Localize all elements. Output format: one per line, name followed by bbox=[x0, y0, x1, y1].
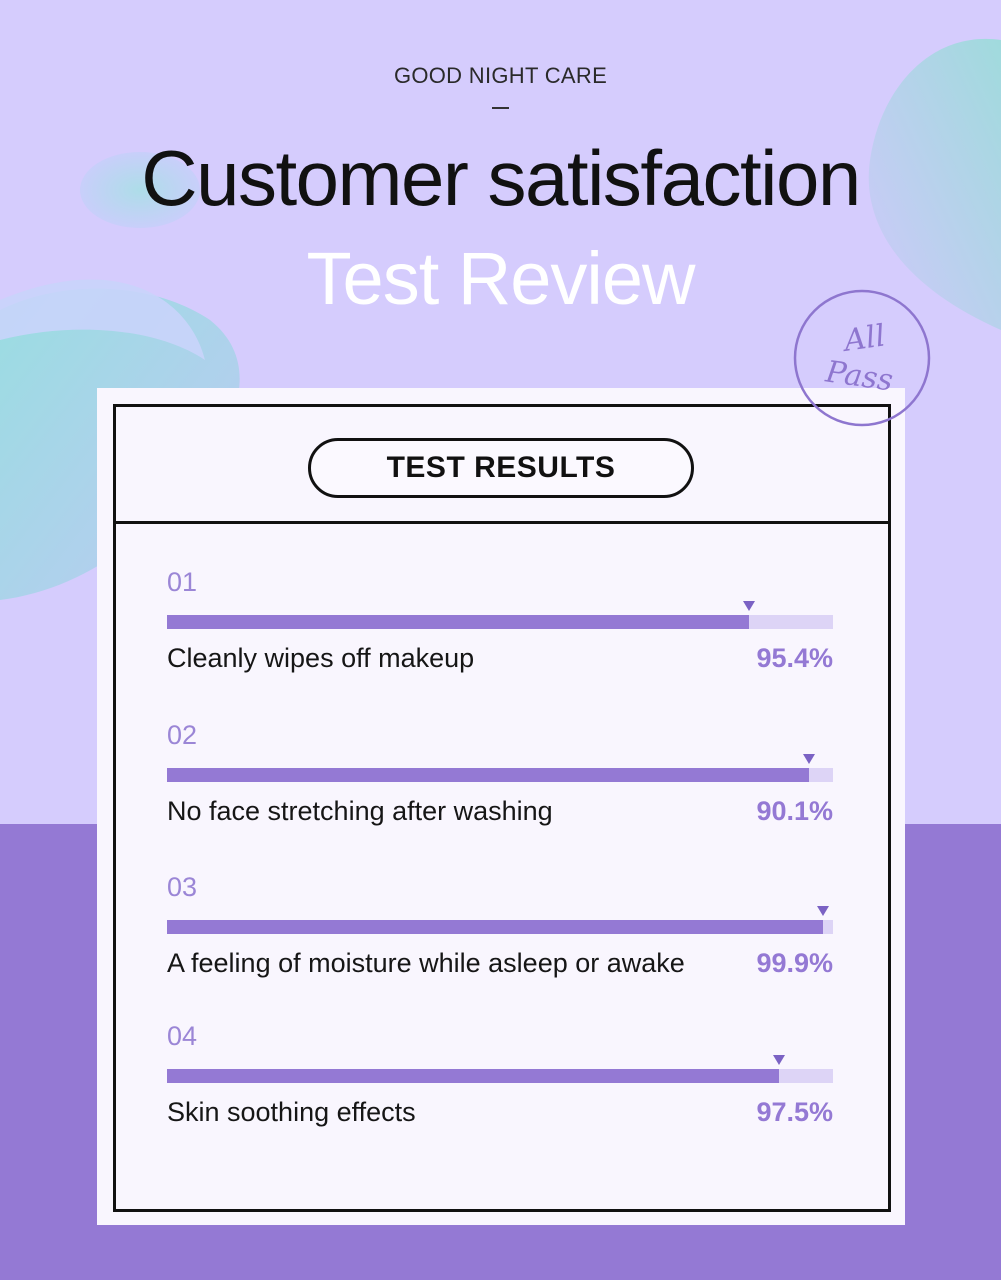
all-pass-stamp: All Pass bbox=[793, 289, 931, 427]
result-item-1: 01 Cleanly wipes off makeup 95.4% bbox=[167, 567, 833, 677]
progress-fill bbox=[167, 768, 809, 782]
card-title-badge: TEST RESULTS bbox=[308, 438, 694, 498]
results-card-divider bbox=[113, 521, 891, 524]
results-card bbox=[97, 388, 905, 1225]
result-number: 04 bbox=[167, 1021, 198, 1051]
result-item-3: 03 A feeling of moisture while asleep or… bbox=[167, 872, 833, 982]
progress-track bbox=[167, 768, 833, 782]
progress-fill bbox=[167, 920, 823, 934]
result-label: A feeling of moisture while asleep or aw… bbox=[167, 948, 685, 978]
result-number: 03 bbox=[167, 872, 198, 902]
eyebrow-text: GOOD NIGHT CARE bbox=[393, 63, 608, 88]
progress-marker-icon bbox=[743, 601, 755, 611]
result-number: 01 bbox=[167, 567, 198, 597]
results-card-frame bbox=[113, 404, 891, 1212]
result-label: Skin soothing effects bbox=[167, 1097, 416, 1127]
result-item-2: 02 No face stretching after washing 90.1… bbox=[167, 720, 833, 830]
title-divider bbox=[492, 107, 509, 109]
progress-track bbox=[167, 920, 833, 934]
progress-track bbox=[167, 615, 833, 629]
result-percent: 99.9% bbox=[756, 948, 833, 978]
stamp-line-1: All bbox=[839, 318, 887, 359]
result-label: No face stretching after washing bbox=[167, 796, 553, 826]
stamp-line-2: Pass bbox=[822, 354, 895, 398]
result-item-4: 04 Skin soothing effects 97.5% bbox=[167, 1021, 833, 1131]
result-percent: 90.1% bbox=[756, 796, 833, 826]
progress-fill bbox=[167, 615, 749, 629]
progress-marker-icon bbox=[803, 754, 815, 764]
result-percent: 95.4% bbox=[756, 643, 833, 673]
result-percent: 97.5% bbox=[756, 1097, 833, 1127]
progress-track bbox=[167, 1069, 833, 1083]
progress-marker-icon bbox=[773, 1055, 785, 1065]
progress-fill bbox=[167, 1069, 779, 1083]
progress-marker-icon bbox=[817, 906, 829, 916]
page-title: Customer satisfaction bbox=[141, 134, 861, 222]
result-number: 02 bbox=[167, 720, 198, 750]
result-label: Cleanly wipes off makeup bbox=[167, 643, 475, 673]
page-subtitle: Test Review bbox=[306, 237, 696, 320]
